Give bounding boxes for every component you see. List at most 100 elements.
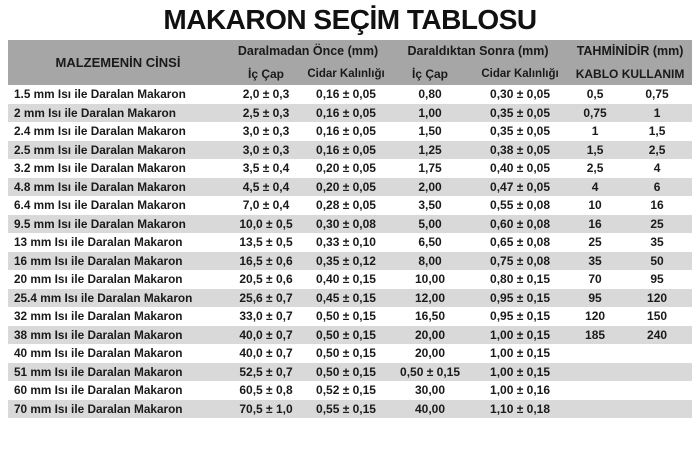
- cidar-once-cell: 0,50 ± 0,15: [304, 344, 389, 363]
- cidar-once-cell: 0,33 ± 0,10: [304, 233, 389, 252]
- header-ic-cap-after: İç Çap: [388, 62, 473, 85]
- ic-cap-sonra-cell: 40,00: [388, 399, 473, 419]
- table-row: 6.4 mm Isı ile Daralan Makaron 7,0 ± 0,4…: [8, 196, 693, 215]
- kablo-max-cell: 6: [622, 177, 693, 197]
- ic-cap-once-cell: 70,5 ± 1,0: [228, 399, 304, 419]
- material-cell: 1.5 mm Isı ile Daralan Makaron: [8, 85, 228, 104]
- header-material: MALZEMENİN CİNSİ: [8, 40, 228, 85]
- kablo-min-cell: 0,5: [568, 85, 623, 104]
- material-cell: 16 mm Isı ile Daralan Makaron: [8, 251, 228, 271]
- header-ic-cap-before: İç Çap: [228, 62, 304, 85]
- kablo-max-cell: [622, 344, 693, 363]
- ic-cap-once-cell: 25,6 ± 0,7: [228, 288, 304, 308]
- cidar-sonra-cell: 0,47 ± 0,05: [472, 177, 569, 197]
- cidar-once-cell: 0,30 ± 0,08: [304, 214, 389, 234]
- kablo-min-cell: 185: [568, 325, 623, 345]
- kablo-max-cell: 2,5: [622, 140, 693, 160]
- kablo-min-cell: 1,5: [568, 140, 623, 160]
- cidar-sonra-cell: 0,35 ± 0,05: [472, 103, 569, 123]
- cidar-once-cell: 0,16 ± 0,05: [304, 140, 389, 160]
- ic-cap-sonra-cell: 10,00: [388, 270, 473, 289]
- table-row: 13 mm Isı ile Daralan Makaron 13,5 ± 0,5…: [8, 233, 693, 252]
- table-row: 51 mm Isı ile Daralan Makaron 52,5 ± 0,7…: [8, 362, 693, 382]
- table-row: 4.8 mm Isı ile Daralan Makaron 4,5 ± 0,4…: [8, 177, 693, 197]
- ic-cap-sonra-cell: 1,50: [388, 122, 473, 141]
- table-row: 2.5 mm Isı ile Daralan Makaron 3,0 ± 0,3…: [8, 140, 693, 160]
- kablo-min-cell: 35: [568, 251, 623, 271]
- header-group-before: Daralmadan Önce (mm): [228, 40, 389, 62]
- table-row: 32 mm Isı ile Daralan Makaron 33,0 ± 0,7…: [8, 307, 693, 326]
- cidar-once-cell: 0,50 ± 0,15: [304, 362, 389, 382]
- kablo-max-cell: 240: [622, 325, 693, 345]
- cidar-sonra-cell: 0,95 ± 0,15: [472, 288, 569, 308]
- header-sub-row: İç Çap Cidar Kalınlığı İç Çap Cidar Kalı…: [8, 62, 693, 85]
- material-cell: 70 mm Isı ile Daralan Makaron: [8, 399, 228, 419]
- kablo-min-cell: 1: [568, 122, 623, 141]
- ic-cap-once-cell: 60,5 ± 0,8: [228, 381, 304, 400]
- table-row: 2 mm Isı ile Daralan Makaron 2,5 ± 0,3 0…: [8, 103, 693, 123]
- kablo-max-cell: 95: [622, 270, 693, 289]
- cidar-once-cell: 0,40 ± 0,15: [304, 270, 389, 289]
- kablo-min-cell: 16: [568, 214, 623, 234]
- material-cell: 32 mm Isı ile Daralan Makaron: [8, 307, 228, 326]
- cidar-once-cell: 0,55 ± 0,15: [304, 399, 389, 419]
- material-cell: 38 mm Isı ile Daralan Makaron: [8, 325, 228, 345]
- cidar-sonra-cell: 0,95 ± 0,15: [472, 307, 569, 326]
- material-cell: 4.8 mm Isı ile Daralan Makaron: [8, 177, 228, 197]
- header-group-estimate: TAHMİNİDİR (mm): [568, 40, 693, 62]
- ic-cap-once-cell: 20,5 ± 0,6: [228, 270, 304, 289]
- ic-cap-once-cell: 3,5 ± 0,4: [228, 159, 304, 178]
- kablo-min-cell: [568, 381, 623, 400]
- kablo-min-cell: 4: [568, 177, 623, 197]
- cidar-once-cell: 0,28 ± 0,05: [304, 196, 389, 215]
- kablo-max-cell: [622, 381, 693, 400]
- ic-cap-once-cell: 40,0 ± 0,7: [228, 325, 304, 345]
- kablo-max-cell: 50: [622, 251, 693, 271]
- cidar-once-cell: 0,50 ± 0,15: [304, 307, 389, 326]
- ic-cap-sonra-cell: 20,00: [388, 344, 473, 363]
- cidar-sonra-cell: 1,00 ± 0,16: [472, 381, 569, 400]
- header-cidar-before: Cidar Kalınlığı: [304, 62, 389, 85]
- ic-cap-once-cell: 4,5 ± 0,4: [228, 177, 304, 197]
- cidar-sonra-cell: 0,30 ± 0,05: [472, 85, 569, 104]
- cidar-sonra-cell: 0,38 ± 0,05: [472, 140, 569, 160]
- kablo-min-cell: [568, 399, 623, 419]
- cidar-once-cell: 0,20 ± 0,05: [304, 159, 389, 178]
- ic-cap-once-cell: 3,0 ± 0,3: [228, 122, 304, 141]
- kablo-max-cell: 0,75: [622, 85, 693, 104]
- cidar-once-cell: 0,50 ± 0,15: [304, 325, 389, 345]
- cidar-once-cell: 0,16 ± 0,05: [304, 85, 389, 104]
- material-cell: 20 mm Isı ile Daralan Makaron: [8, 270, 228, 289]
- cidar-sonra-cell: 1,00 ± 0,15: [472, 325, 569, 345]
- cidar-sonra-cell: 0,60 ± 0,08: [472, 214, 569, 234]
- ic-cap-sonra-cell: 2,00: [388, 177, 473, 197]
- ic-cap-once-cell: 3,0 ± 0,3: [228, 140, 304, 160]
- table-body: 1.5 mm Isı ile Daralan Makaron 2,0 ± 0,3…: [8, 85, 693, 419]
- material-cell: 60 mm Isı ile Daralan Makaron: [8, 381, 228, 400]
- material-cell: 51 mm Isı ile Daralan Makaron: [8, 362, 228, 382]
- kablo-min-cell: [568, 362, 623, 382]
- table-row: 9.5 mm Isı ile Daralan Makaron 10,0 ± 0,…: [8, 214, 693, 234]
- ic-cap-once-cell: 16,5 ± 0,6: [228, 251, 304, 271]
- table-row: 60 mm Isı ile Daralan Makaron 60,5 ± 0,8…: [8, 381, 693, 400]
- kablo-max-cell: [622, 362, 693, 382]
- ic-cap-sonra-cell: 1,75: [388, 159, 473, 178]
- cidar-sonra-cell: 0,80 ± 0,15: [472, 270, 569, 289]
- header-group-after: Daraldıktan Sonra (mm): [388, 40, 569, 62]
- table-row: 1.5 mm Isı ile Daralan Makaron 2,0 ± 0,3…: [8, 85, 693, 104]
- cidar-sonra-cell: 1,10 ± 0,18: [472, 399, 569, 419]
- makaron-selection-table: MALZEMENİN CİNSİ Daralmadan Önce (mm) Da…: [8, 40, 693, 419]
- ic-cap-sonra-cell: 16,50: [388, 307, 473, 326]
- kablo-min-cell: [568, 344, 623, 363]
- cidar-once-cell: 0,16 ± 0,05: [304, 103, 389, 123]
- ic-cap-once-cell: 10,0 ± 0,5: [228, 214, 304, 234]
- kablo-max-cell: 1,5: [622, 122, 693, 141]
- material-cell: 2.4 mm Isı ile Daralan Makaron: [8, 122, 228, 141]
- cidar-sonra-cell: 0,75 ± 0,08: [472, 251, 569, 271]
- material-cell: 3.2 mm Isı ile Daralan Makaron: [8, 159, 228, 178]
- table-row: 3.2 mm Isı ile Daralan Makaron 3,5 ± 0,4…: [8, 159, 693, 178]
- ic-cap-once-cell: 13,5 ± 0,5: [228, 233, 304, 252]
- material-cell: 25.4 mm Isı ile Daralan Makaron: [8, 288, 228, 308]
- kablo-max-cell: 16: [622, 196, 693, 215]
- ic-cap-once-cell: 2,0 ± 0,3: [228, 85, 304, 104]
